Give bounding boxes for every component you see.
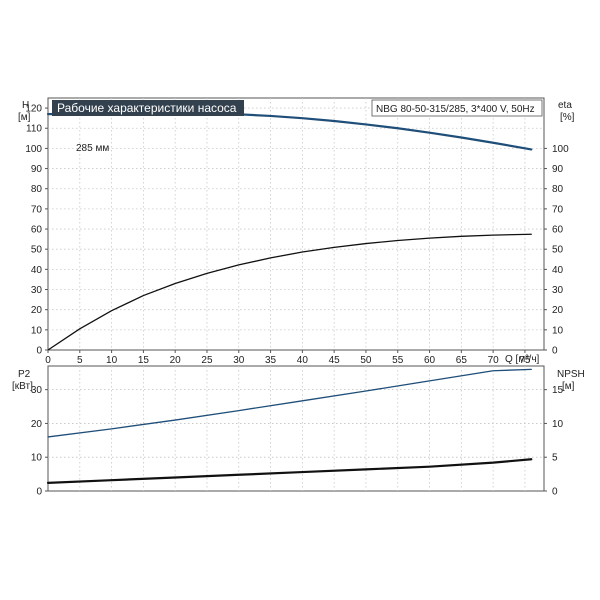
x-tick-label: 35 bbox=[265, 355, 277, 366]
left-tick-label: 90 bbox=[31, 164, 43, 175]
right-tick-label: 40 bbox=[552, 265, 564, 276]
flow-axis-label: Q [м³/ч] bbox=[505, 354, 540, 365]
right-tick-label: 20 bbox=[552, 305, 564, 316]
x-tick-label: 70 bbox=[488, 355, 500, 366]
top-panel: 0 5 10 15 20 25 30 35 40 45 50 55 60 65 70 75 0 10 20 30 40… bbox=[18, 97, 575, 366]
right-tick-label: 90 bbox=[552, 164, 564, 175]
npsh-axis-label: NPSH bbox=[557, 369, 585, 380]
right-tick-label: 5 bbox=[552, 453, 558, 464]
head-axis-label: H bbox=[22, 100, 29, 111]
x-tick-label: 45 bbox=[329, 355, 341, 366]
x-tick-label: 40 bbox=[297, 355, 309, 366]
x-tick-label: 65 bbox=[456, 355, 468, 366]
right-tick-label: 50 bbox=[552, 245, 564, 256]
bottom-left-ticks: 0 10 20 30 bbox=[31, 385, 48, 498]
eta-axis-unit: [%] bbox=[560, 112, 575, 123]
top-x-ticks: 0 5 10 15 20 25 30 35 40 45 50 55 60 65 70 75 bbox=[45, 350, 531, 366]
series-line-1-0 bbox=[47, 368, 532, 438]
right-tick-label: 0 bbox=[552, 487, 558, 498]
left-tick-label: 50 bbox=[31, 245, 43, 256]
impeller-label: 285 мм bbox=[76, 143, 109, 154]
x-tick-label: 5 bbox=[77, 355, 83, 366]
top-grid bbox=[48, 98, 544, 350]
x-tick-label: 60 bbox=[424, 355, 436, 366]
right-tick-label: 10 bbox=[552, 419, 564, 430]
x-tick-label: 0 bbox=[45, 355, 51, 366]
right-tick-label: 60 bbox=[552, 225, 564, 236]
left-tick-label: 100 bbox=[25, 144, 42, 155]
left-tick-label: 20 bbox=[31, 305, 43, 316]
bottom-grid bbox=[48, 366, 544, 491]
x-tick-label: 25 bbox=[201, 355, 213, 366]
p2-axis-unit: [кВт] bbox=[12, 381, 33, 392]
right-tick-label: 10 bbox=[552, 325, 564, 336]
left-tick-label: 20 bbox=[31, 419, 43, 430]
right-tick-label: 30 bbox=[552, 285, 564, 296]
x-tick-label: 55 bbox=[392, 355, 404, 366]
left-tick-label: 0 bbox=[36, 346, 42, 357]
x-tick-label: 10 bbox=[106, 355, 118, 366]
right-tick-label: 15 bbox=[552, 385, 564, 396]
left-tick-label: 120 bbox=[25, 104, 42, 115]
chart-title: Рабочие характеристики насоса bbox=[57, 101, 237, 115]
x-tick-label: 30 bbox=[233, 355, 245, 366]
right-tick-label: 100 bbox=[552, 144, 569, 155]
right-tick-label: 80 bbox=[552, 184, 564, 195]
x-tick-label: 15 bbox=[138, 355, 150, 366]
model-label: NBG 80-50-315/285, 3*400 V, 50Hz bbox=[376, 104, 535, 115]
left-tick-label: 60 bbox=[31, 225, 43, 236]
left-tick-label: 70 bbox=[31, 204, 43, 215]
left-tick-label: 40 bbox=[31, 265, 43, 276]
x-tick-label: 20 bbox=[170, 355, 182, 366]
series-line-0-1 bbox=[47, 233, 532, 351]
top-left-ticks: 0 10 20 30 40 50 60 70 80 90 100 110 120 bbox=[25, 104, 48, 357]
title-box bbox=[52, 100, 244, 116]
p2-axis-label: P2 bbox=[18, 369, 31, 380]
bottom-right-ticks: 0 5 10 15 bbox=[544, 385, 564, 498]
right-tick-label: 0 bbox=[552, 346, 558, 357]
top-plot-frame bbox=[47, 97, 545, 351]
series-line-1-1 bbox=[46, 458, 533, 484]
left-tick-label: 0 bbox=[36, 487, 42, 498]
left-tick-label: 30 bbox=[31, 385, 43, 396]
top-right-ticks: 0 10 20 30 40 50 60 70 80 90 100 bbox=[544, 144, 569, 357]
left-tick-label: 10 bbox=[31, 453, 43, 464]
left-tick-label: 10 bbox=[31, 325, 43, 336]
model-box bbox=[371, 99, 543, 117]
right-tick-label: 70 bbox=[552, 204, 564, 215]
head-axis-unit: [м] bbox=[18, 112, 31, 123]
eta-axis-label: eta bbox=[558, 100, 572, 111]
npsh-axis-unit: [м] bbox=[562, 381, 575, 392]
bottom-series bbox=[46, 368, 533, 484]
left-tick-label: 110 bbox=[26, 124, 42, 135]
left-tick-label: 80 bbox=[31, 184, 43, 195]
series-line-0-0 bbox=[46, 111, 533, 151]
bottom-plot-frame bbox=[47, 365, 545, 492]
bottom-panel: 0 10 20 30 0 5 10 15 P2 [кВт] NPSH [м] bbox=[12, 365, 585, 498]
x-tick-label: 50 bbox=[360, 355, 372, 366]
x-tick-label: 75 bbox=[519, 355, 531, 366]
left-tick-label: 30 bbox=[31, 285, 43, 296]
